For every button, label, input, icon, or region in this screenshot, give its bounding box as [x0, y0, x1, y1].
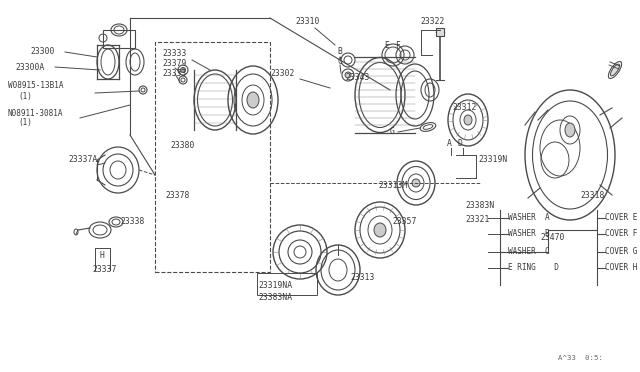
- Text: E: E: [384, 41, 389, 49]
- Text: 23310: 23310: [295, 17, 319, 26]
- Text: 23383NA: 23383NA: [258, 294, 292, 302]
- Text: 23300A: 23300A: [15, 62, 44, 71]
- Text: N08911-3081A: N08911-3081A: [8, 109, 63, 118]
- Text: G: G: [390, 128, 395, 137]
- Text: 23318: 23318: [580, 190, 604, 199]
- Text: 23357: 23357: [392, 218, 417, 227]
- Text: COVER E: COVER E: [605, 214, 637, 222]
- Text: 23380: 23380: [170, 141, 195, 150]
- Text: COVER G: COVER G: [605, 247, 637, 257]
- Text: A^33  0:5:: A^33 0:5:: [558, 355, 603, 361]
- Bar: [257, 273, 317, 295]
- Text: 23313M: 23313M: [378, 180, 407, 189]
- Ellipse shape: [180, 67, 186, 73]
- Text: (1): (1): [18, 119, 32, 128]
- Text: 23338: 23338: [120, 218, 145, 227]
- Ellipse shape: [374, 223, 386, 237]
- Text: 23333: 23333: [162, 70, 186, 78]
- Text: 23379: 23379: [162, 60, 186, 68]
- Text: 23378: 23378: [165, 190, 189, 199]
- Text: C: C: [337, 58, 342, 67]
- Text: D: D: [458, 138, 463, 148]
- Text: 23319N: 23319N: [478, 155, 508, 164]
- Text: 23383N: 23383N: [465, 201, 494, 209]
- Ellipse shape: [611, 64, 620, 76]
- Text: COVER H: COVER H: [605, 263, 637, 273]
- Text: 23322: 23322: [420, 17, 444, 26]
- Text: B: B: [337, 48, 342, 57]
- Text: F: F: [395, 41, 400, 49]
- Text: 23312: 23312: [452, 103, 476, 112]
- Text: 23337A: 23337A: [68, 155, 97, 164]
- Text: 23300: 23300: [30, 48, 54, 57]
- Text: COVER F: COVER F: [605, 230, 637, 238]
- Text: 23343: 23343: [345, 74, 369, 83]
- Text: WASHER  C: WASHER C: [508, 247, 550, 257]
- Ellipse shape: [412, 179, 420, 187]
- Ellipse shape: [247, 92, 259, 108]
- Text: 23302: 23302: [270, 68, 294, 77]
- Text: H: H: [99, 250, 104, 260]
- Text: A: A: [447, 138, 452, 148]
- Text: 23470: 23470: [540, 234, 564, 243]
- Ellipse shape: [565, 123, 575, 137]
- Text: 23321: 23321: [465, 215, 490, 224]
- Text: 23319NA: 23319NA: [258, 280, 292, 289]
- Text: W08915-13B1A: W08915-13B1A: [8, 81, 63, 90]
- Text: 23337: 23337: [92, 266, 116, 275]
- Bar: [155, 42, 270, 272]
- Text: 23333: 23333: [162, 49, 186, 58]
- Ellipse shape: [464, 115, 472, 125]
- Text: E RING    D: E RING D: [508, 263, 559, 273]
- Ellipse shape: [345, 72, 351, 78]
- Text: (1): (1): [18, 92, 32, 100]
- Text: WASHER  A: WASHER A: [508, 214, 550, 222]
- Bar: [103, 30, 135, 48]
- Bar: [436, 28, 444, 36]
- Text: 23313: 23313: [350, 273, 374, 282]
- Text: WASHER  B: WASHER B: [508, 230, 550, 238]
